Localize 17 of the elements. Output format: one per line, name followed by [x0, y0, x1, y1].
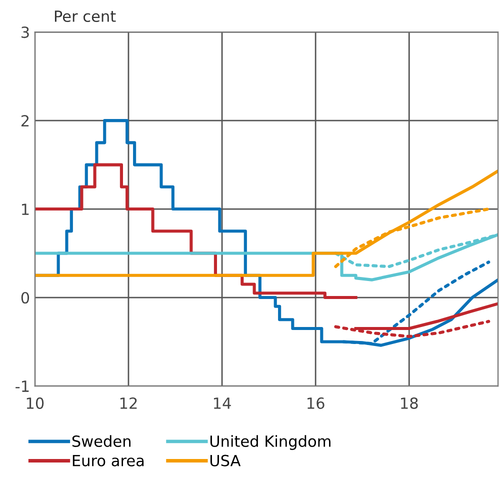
y-axis-title: Per cent [54, 10, 116, 22]
y-tick-label: 0 [21, 292, 30, 304]
y-tick-label: -1 [16, 380, 29, 392]
x-tick-label: 14 [214, 398, 231, 409]
x-tick-label: 10 [26, 397, 44, 409]
line-series [334, 208, 490, 268]
legend-label: Euro area [72, 455, 144, 466]
legend-label: Sweden [72, 435, 130, 447]
y-tick-label: 3 [22, 26, 29, 38]
x-tick-label: 16 [308, 397, 324, 409]
legend-label: USA [210, 454, 241, 466]
y-tick-label: 1 [22, 204, 29, 215]
x-tick-label: 18 [401, 397, 418, 409]
x-tick-label: 12 [120, 397, 137, 409]
y-tick-label: 2 [21, 115, 29, 126]
line-series [34, 169, 498, 277]
legend-label: United Kingdom [210, 435, 330, 450]
